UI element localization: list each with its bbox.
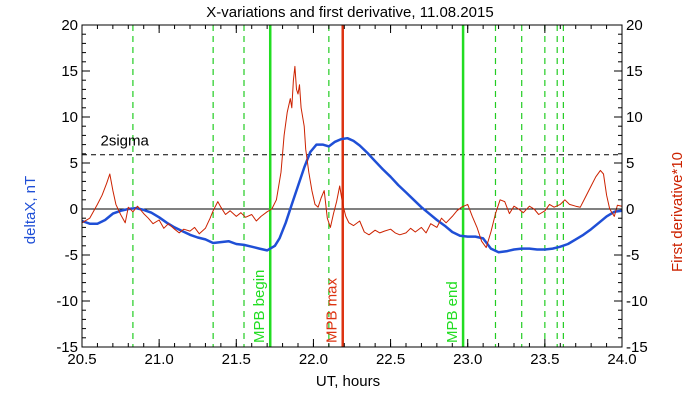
y-tick-label-right: 20: [626, 17, 643, 34]
y-tick-label-left: 5: [70, 155, 78, 172]
y-axis-label-right: First derivative*10: [669, 152, 686, 272]
y-tick-label-right: 15: [626, 63, 643, 80]
y-tick-labels-left: -15 -10 -5 0 5 10 15 20: [56, 17, 90, 356]
x-axis-label: UT, hours: [316, 373, 380, 390]
x-tick-label: 21.5: [222, 351, 251, 368]
y-tick-label-right: -15: [626, 339, 648, 356]
mpb-label: MPB max: [324, 277, 341, 343]
y-tick-label-right: 10: [626, 109, 643, 126]
y-tick-label-left: 20: [61, 17, 78, 34]
x-tick-label: 23.0: [453, 351, 482, 368]
x-tick-labels: 20.5 21.0 21.5 22.0 22.5 23.0 23.5 24.0: [67, 25, 637, 368]
y-tick-label-left: -10: [56, 293, 78, 310]
y-tick-label-left: 0: [70, 201, 78, 218]
mpb-labels: MPB begin MPB max MPB end: [251, 270, 461, 343]
plot-area: [81, 25, 623, 347]
series-line-derivative: [81, 65, 623, 249]
sigma-label: 2sigma: [101, 133, 150, 150]
y-tick-label-right: -10: [626, 293, 648, 310]
y-tick-label-left: 15: [61, 63, 78, 80]
y-tick-label-left: -15: [56, 339, 78, 356]
y-tick-label-left: 10: [61, 109, 78, 126]
x-tick-label: 24.0: [607, 351, 636, 368]
y-tick-label-right: 5: [626, 155, 634, 172]
x-tick-label: 23.5: [530, 351, 559, 368]
x-tick-label: 20.5: [67, 351, 96, 368]
y-tick-label-right: -5: [626, 247, 639, 264]
y-tick-label-right: 0: [626, 201, 634, 218]
y-tick-label-left: -5: [65, 247, 78, 264]
mpb-label: MPB end: [444, 281, 461, 343]
y-axis-label-left: deltaX, nT: [22, 176, 39, 244]
series-line-deltaX: [81, 136, 623, 254]
x-tick-label: 22.0: [299, 351, 328, 368]
x-tick-label: 22.5: [376, 351, 405, 368]
x-tick-label: 21.0: [145, 351, 174, 368]
chart-title: X-variations and first derivative, 11.08…: [206, 4, 493, 21]
plot-frame: [81, 24, 623, 348]
mpb-label: MPB begin: [251, 270, 268, 343]
y-tick-labels-right: -15 -10 -5 0 5 10 15 20: [614, 17, 648, 356]
